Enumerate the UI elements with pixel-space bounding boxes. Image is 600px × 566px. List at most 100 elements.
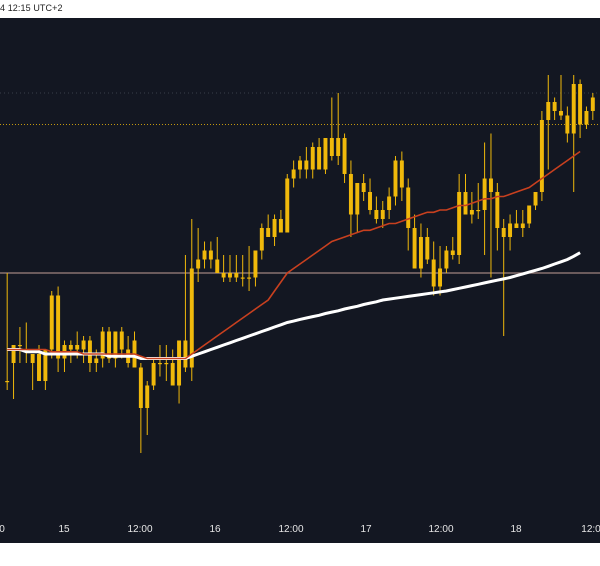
candle-body [457, 192, 462, 255]
candle [177, 340, 182, 404]
candle [495, 183, 500, 251]
candle-body [342, 138, 347, 174]
candle-body [527, 205, 532, 224]
candle-body [259, 228, 264, 251]
candle [215, 237, 220, 273]
candle-body [361, 183, 366, 192]
candle [590, 93, 595, 120]
candle [170, 349, 175, 386]
candle-body [208, 250, 213, 260]
candle-body [183, 340, 188, 368]
candle-body [221, 273, 226, 278]
candle [355, 183, 360, 233]
candle-body [17, 345, 22, 347]
candle [228, 255, 232, 282]
candle-body [170, 363, 175, 386]
candle-body [272, 219, 277, 237]
candle [380, 201, 385, 228]
chart-area[interactable]: 0 15 12:00 16 12:00 17 12:00 18 12:0 [0, 18, 600, 543]
candle [469, 192, 474, 224]
candlestick-chart[interactable]: 0 15 12:00 16 12:00 17 12:00 18 12:0 [0, 18, 600, 543]
candle-body [476, 210, 481, 212]
candle-body [520, 223, 525, 228]
candle-body [463, 192, 468, 215]
candle-body [94, 358, 99, 363]
candle [113, 331, 118, 368]
candle [425, 228, 430, 264]
candle [202, 241, 207, 269]
candle [361, 174, 366, 201]
candle [508, 214, 513, 251]
candle [221, 255, 226, 282]
candle-body [495, 192, 500, 228]
candle [578, 79, 583, 138]
candle [247, 246, 252, 291]
timestamp-label: 4 12:15 UTC+2 [0, 3, 63, 13]
candle [62, 340, 67, 372]
candle [304, 147, 309, 179]
candle-body [81, 340, 86, 350]
candle [5, 273, 10, 390]
candle [552, 97, 557, 120]
x-axis-labels: 0 15 12:00 16 12:00 17 12:00 18 12:0 [0, 524, 600, 535]
candle-body [393, 160, 398, 197]
candle-body [189, 268, 194, 368]
candle-body [508, 223, 513, 237]
candle [348, 160, 353, 237]
candle [157, 345, 162, 377]
candle-body [285, 178, 290, 233]
candle-body [291, 169, 296, 179]
candle-body [482, 178, 487, 210]
candle-body [196, 259, 201, 269]
candle-body [56, 295, 61, 359]
candle [291, 160, 296, 188]
candle [565, 106, 570, 143]
candle-body [559, 111, 563, 116]
candle-body [87, 340, 92, 363]
candle-body [317, 147, 322, 170]
candle-body [151, 363, 156, 386]
candle-body [240, 277, 245, 279]
candle-body [164, 363, 169, 365]
x-tick-label: 12:00 [278, 524, 303, 535]
x-tick-label: 12:00 [428, 524, 453, 535]
candle-body [355, 183, 360, 215]
candle [450, 237, 455, 260]
candle-body [278, 219, 283, 233]
candle [527, 205, 532, 228]
ma-short-line [7, 150, 581, 360]
candle [266, 214, 271, 237]
candle [584, 106, 589, 129]
candle-body [11, 345, 16, 363]
candle-body [298, 160, 302, 170]
candle-body [406, 187, 411, 228]
candle [43, 349, 48, 390]
candle-body [107, 331, 112, 359]
candle [323, 138, 328, 174]
candle [240, 255, 245, 287]
candle [183, 255, 188, 372]
candle [317, 138, 322, 170]
candle [399, 151, 404, 201]
candle-body [37, 354, 41, 381]
candle-body [590, 97, 595, 111]
candle [520, 210, 525, 237]
candle [145, 381, 150, 435]
candle [418, 223, 423, 278]
candle [164, 345, 169, 381]
candle [374, 196, 379, 224]
x-tick-label: 17 [360, 524, 372, 535]
candle-body [119, 331, 124, 350]
candle-body [514, 223, 519, 228]
candle-body [488, 178, 493, 192]
candle [539, 111, 544, 201]
candle-body [43, 349, 48, 381]
candle [49, 291, 54, 359]
candle [278, 210, 283, 233]
candle-body [399, 160, 404, 188]
candle-body [425, 237, 430, 260]
candle [387, 187, 392, 219]
candle [196, 228, 201, 282]
candle-body [215, 259, 220, 273]
candle [368, 178, 372, 215]
